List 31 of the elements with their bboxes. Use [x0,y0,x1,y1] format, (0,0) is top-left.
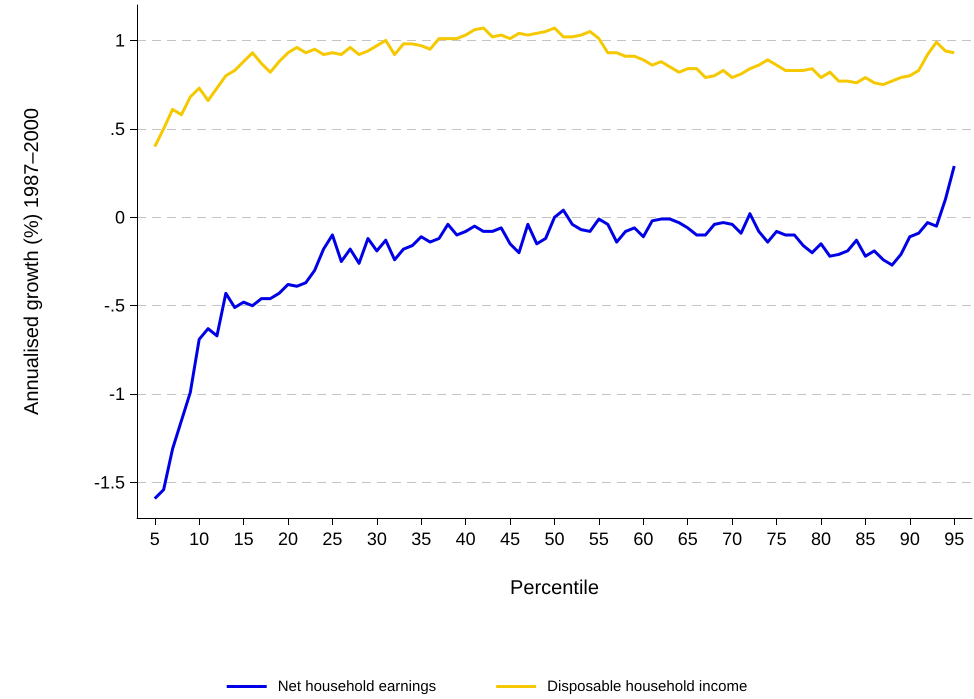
x-tick-label: 20 [278,529,298,549]
x-axis-title: Percentile [510,577,599,599]
y-tick-label: -1.5 [94,472,125,493]
legend-label: Net household earnings [278,678,436,695]
x-tick-label: 50 [544,529,565,549]
x-tick-label: 35 [411,529,432,549]
x-tick-label: 5 [150,529,160,549]
x-tick-label: 55 [588,529,609,549]
y-tick-label: 0 [114,207,125,228]
x-tick-label: 10 [189,529,210,549]
y-tick-label: -.5 [104,296,125,316]
x-tick-label: 90 [900,529,920,549]
x-tick-label: 80 [810,529,832,549]
x-tick-label: 60 [633,529,654,549]
x-tick-label: 15 [234,529,254,549]
x-tick-label: 25 [322,529,342,549]
x-tick-label: 70 [722,529,742,549]
y-axis-title: Annualised growth (%) 1987–2000 [21,108,43,415]
y-tick-label: 1 [114,30,125,50]
x-tick-label: 95 [944,529,964,549]
line-series [153,164,956,500]
y-tick-label: -1 [108,384,125,404]
x-tick-label: 40 [456,529,476,549]
x-tick-label: 65 [678,529,698,549]
x-tick-label: 45 [500,529,520,549]
legend-label: Disposable household income [547,678,748,695]
line-series [153,26,956,148]
x-tick-label: 75 [766,529,787,549]
y-tick-label: .5 [110,118,125,139]
x-tick-label: 30 [366,529,387,549]
x-tick-label: 85 [855,529,876,549]
